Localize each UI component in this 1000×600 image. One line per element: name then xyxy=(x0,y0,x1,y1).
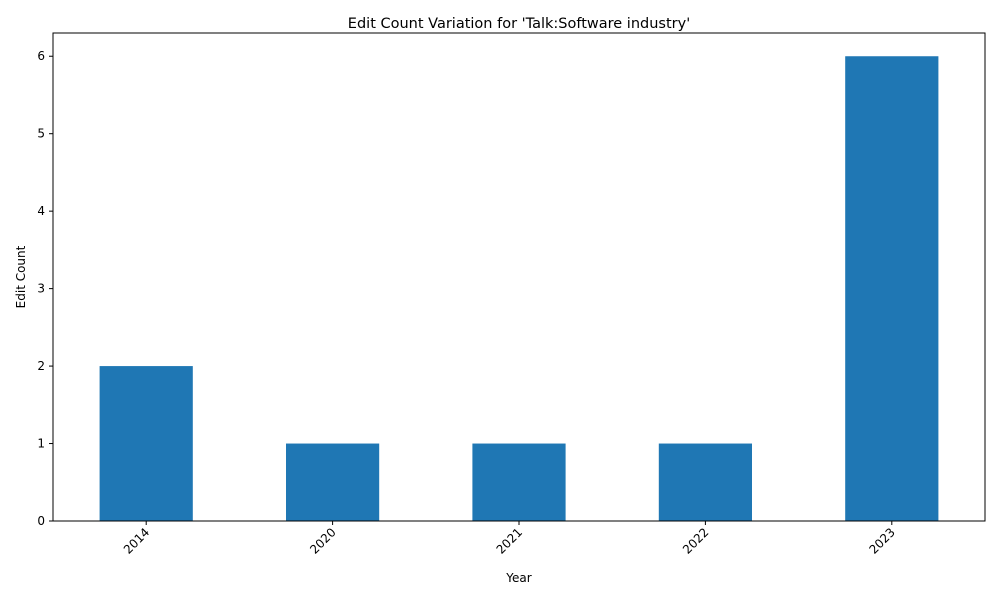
y-tick-label: 0 xyxy=(37,514,45,528)
plot-frame xyxy=(52,32,986,522)
bar-2020 xyxy=(286,443,380,521)
y-tick-label: 4 xyxy=(37,204,45,218)
bar-2014 xyxy=(99,366,193,521)
bar-2023 xyxy=(845,56,939,521)
y-tick-label: 3 xyxy=(37,282,45,296)
bar-2021 xyxy=(472,443,566,521)
bars-group xyxy=(99,56,939,521)
y-axis-label: Edit Count xyxy=(14,245,28,308)
x-tick-label: 2022 xyxy=(680,525,711,556)
x-tick-label: 2021 xyxy=(494,525,525,556)
y-tick-label: 6 xyxy=(37,49,45,63)
bar-2022 xyxy=(658,443,752,521)
x-tick-label: 2023 xyxy=(866,525,897,556)
y-tick-label: 1 xyxy=(37,437,45,451)
y-axis-ticks: 0 1 2 3 4 5 6 xyxy=(37,49,53,528)
y-tick-label: 2 xyxy=(37,359,45,373)
y-tick-label: 5 xyxy=(37,127,45,141)
x-tick-label: 2014 xyxy=(121,525,152,556)
x-tick-label: 2020 xyxy=(307,525,338,556)
x-axis-label: Year xyxy=(505,571,531,585)
x-axis-ticks: 2014 2020 2021 2022 2023 xyxy=(121,521,898,557)
chart-title: Edit Count Variation for 'Talk:Software … xyxy=(348,16,690,32)
